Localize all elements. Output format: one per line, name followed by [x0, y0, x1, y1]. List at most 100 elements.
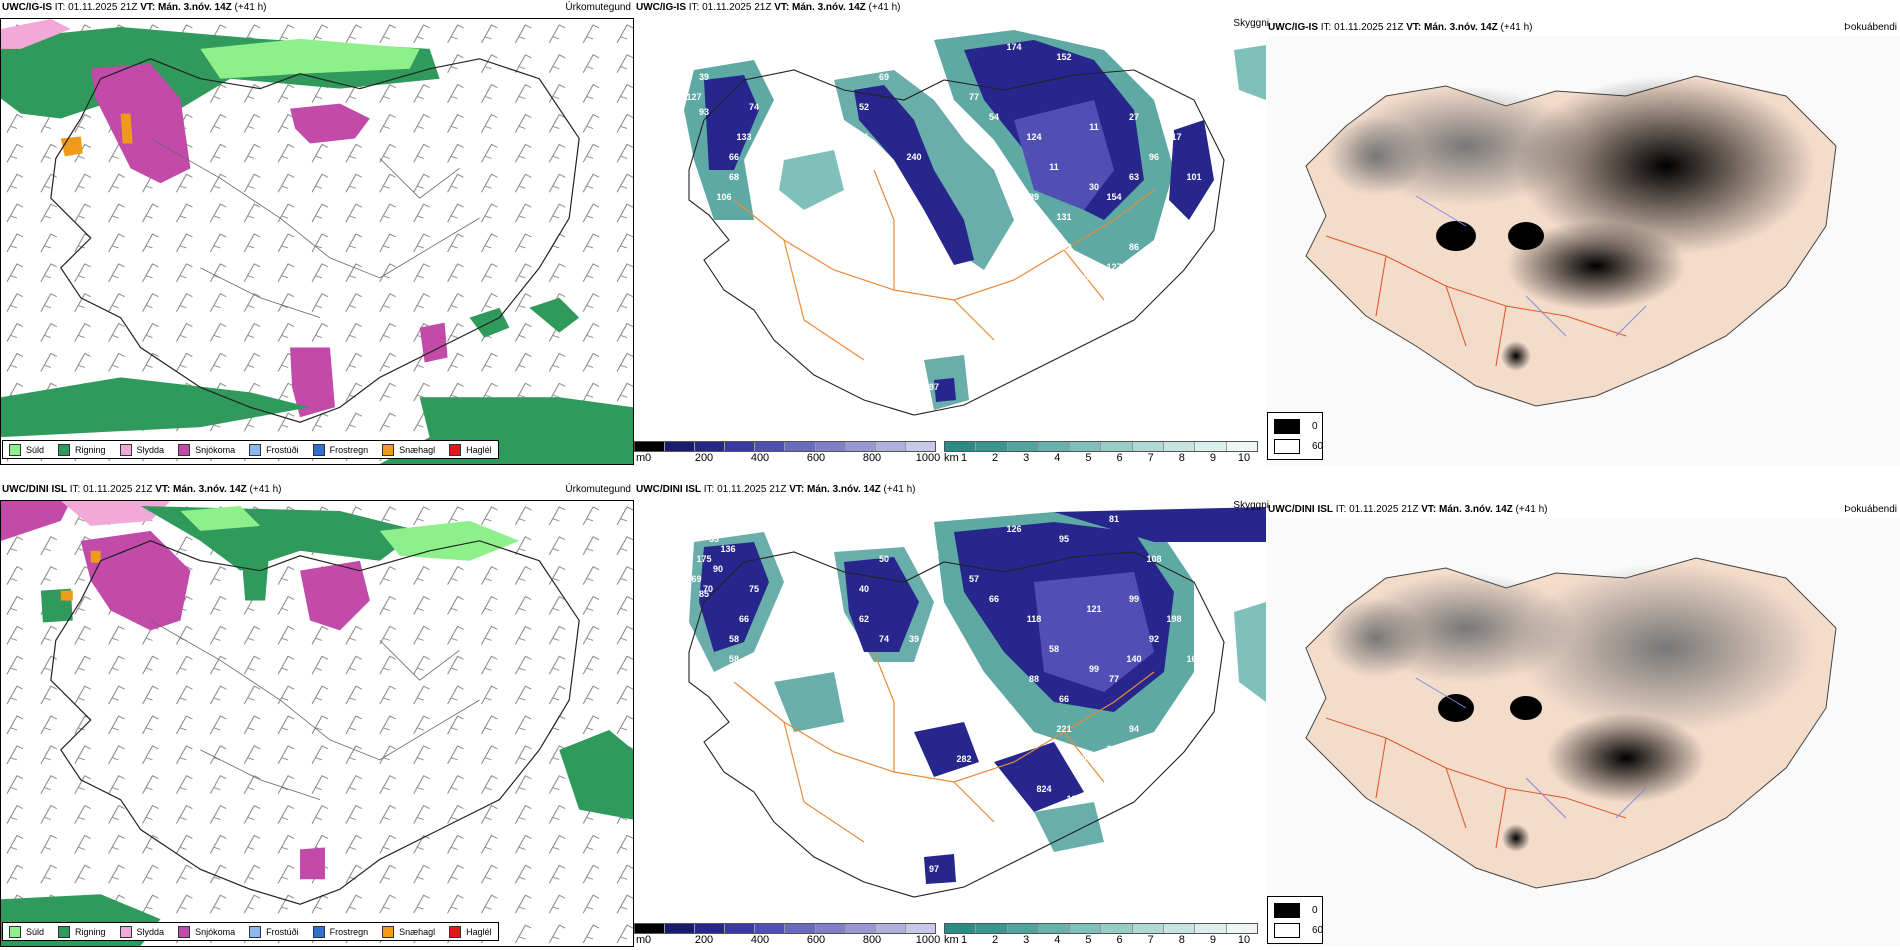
ceiling-value-label: 77	[1109, 674, 1119, 684]
km-tick-label: 4	[1054, 934, 1061, 946]
ceiling-map[interactable]: 33 39 127 93 74 133 66 68 106 55 52 81 44 52 78 240 69 66…	[634, 20, 1266, 435]
m-unit: m	[636, 452, 646, 464]
ceiling-value-label: 824	[1036, 784, 1051, 794]
m-unit: m	[636, 934, 646, 946]
ceiling-value-label: 106	[716, 192, 731, 202]
fog-panel-row2: UWC/DINI ISL IT: 01.11.2025 21Z VT: Mán.…	[1266, 482, 1900, 947]
km-tick-label: 2	[992, 934, 999, 946]
ceiling-value-label: 62	[859, 614, 869, 624]
ceiling-value-label: 108	[1146, 554, 1161, 564]
legend-item-rigning: Rigning	[58, 443, 106, 456]
ceiling-value-label: 55	[749, 222, 759, 232]
ceiling-map[interactable]: 53 175 169 85 75 66 58 58 66 58 40 62 74 40 58 39 50 54 57…	[634, 502, 1266, 917]
ceiling-value-label: 27	[1129, 112, 1139, 122]
km-tick-label: 4	[1054, 452, 1061, 464]
ceiling-value-label: 78	[1069, 312, 1079, 322]
ceiling-value-label: 152	[1056, 52, 1071, 62]
ceiling-value-label: 44	[879, 152, 889, 162]
m-tick-label: 0	[644, 934, 652, 946]
ceiling-value-label: 92	[1149, 634, 1159, 644]
km-tick-label: 2	[992, 452, 999, 464]
m-ticks: 0 200 400 600 800 1000	[644, 452, 940, 464]
legend-item-suld: Súld	[9, 443, 44, 456]
ceiling-value-label: 125	[986, 774, 1001, 784]
panel-label: Þokuábendi	[1844, 22, 1897, 33]
ceiling-value-label: 11	[1089, 122, 1099, 132]
fog-map[interactable]	[1266, 36, 1900, 465]
ceiling-panel-row1: UWC/IG-IS IT: 01.11.2025 21Z VT: Mán. 3.…	[634, 0, 1269, 465]
ceiling-value-label: 33	[709, 52, 719, 62]
km-tick-label: 10	[1237, 452, 1251, 464]
fog-legend-row1: 0 60	[1267, 412, 1323, 460]
km-tick-label: 8	[1178, 934, 1185, 946]
precip-map[interactable]	[0, 500, 634, 947]
ceiling-value-label: 282	[956, 754, 971, 764]
m-tick-label: 400	[750, 934, 770, 946]
km-colorbar	[944, 923, 1258, 934]
precip-legend: Súld Rigning Slydda Snjókoma Frostúði Fr…	[2, 922, 499, 941]
ceiling-value-label: 198	[1166, 614, 1181, 624]
ceiling-value-label: 96	[1149, 152, 1159, 162]
km-unit: km	[944, 934, 959, 946]
precip-map[interactable]	[0, 18, 634, 465]
ceiling-value-label: 118	[1007, 312, 1022, 322]
legend-item-frostregn: Frostregn	[312, 443, 368, 456]
ceiling-value-label: 95	[1059, 534, 1069, 544]
ceiling-value-label: 221	[1056, 724, 1071, 734]
km-tick-label: 5	[1085, 934, 1092, 946]
ceiling-value-label: 121	[1086, 604, 1101, 614]
m-tick-label: 600	[806, 452, 826, 464]
panel-title: UWC/IG-IS IT: 01.11.2025 21Z VT: Mán. 3.…	[636, 2, 901, 13]
ceiling-value-label: 125	[986, 292, 1001, 302]
ceiling-value-label: 140	[1126, 654, 1141, 664]
m-tick-label: 800	[862, 452, 882, 464]
m-tick-label: 800	[862, 934, 882, 946]
m-colorbar	[634, 923, 936, 934]
legend-item-rigning: Rigning	[58, 925, 106, 938]
panel-title: UWC/DINI ISL IT: 01.11.2025 21Z VT: Mán.…	[2, 484, 282, 495]
legend-item-frostudi: Frostúði	[249, 925, 299, 938]
ceiling-value-label: 240	[906, 152, 921, 162]
ceiling-value-label: 63	[1129, 172, 1139, 182]
fog-legend-row2: 0 60	[1267, 896, 1323, 944]
ceiling-value-label: 97	[929, 382, 939, 392]
ceiling-value-label: 118	[1027, 614, 1042, 624]
ceiling-value-label: 66	[719, 674, 729, 684]
ceiling-value-label: 39	[909, 634, 919, 644]
ceiling-value-label: 54	[989, 112, 999, 122]
ceiling-value-label: 127	[1106, 262, 1121, 272]
km-tick-label: 6	[1116, 934, 1123, 946]
ceiling-value-label: 66	[989, 594, 999, 604]
fog-map[interactable]	[1266, 518, 1900, 947]
km-ticks: 1 2 3 4 5 6 7 8 9 10	[961, 934, 1250, 946]
ceiling-value-label: 30	[1089, 182, 1099, 192]
ceiling-value-label: 165	[1186, 654, 1201, 664]
ceiling-value-label: 66	[739, 614, 749, 624]
ceiling-value-label: 88	[1029, 674, 1039, 684]
ceiling-value-label: 99	[1129, 594, 1139, 604]
ceiling-value-label: 126	[1006, 524, 1021, 534]
panel-title: UWC/DINI ISL IT: 01.11.2025 21Z VT: Mán.…	[636, 484, 916, 495]
ceiling-value-label: 86	[1129, 242, 1139, 252]
panel-title: UWC/IG-IS IT: 01.11.2025 21Z VT: Mán. 3.…	[1268, 22, 1533, 33]
m-tick-label: 600	[806, 934, 826, 946]
ceiling-value-label: 85	[699, 589, 709, 599]
ceiling-value-label: 58	[1049, 644, 1059, 654]
legend-item-snaehagl: Snæhagl	[382, 925, 435, 938]
legend-item-snjokoma: Snjókoma	[178, 925, 235, 938]
km-tick-label: 5	[1085, 452, 1092, 464]
legend-item-slydda: Slydda	[119, 925, 164, 938]
ceiling-value-label: 52	[859, 172, 869, 182]
m-tick-label: 0	[644, 452, 652, 464]
ceiling-value-label: 93	[699, 107, 709, 117]
ceiling-value-label: 57	[969, 574, 979, 584]
ceiling-value-label: 89	[1029, 192, 1039, 202]
km-tick-label: 3	[1023, 934, 1030, 946]
ceiling-value-label: 10	[1079, 272, 1089, 282]
km-colorbar	[944, 441, 1258, 452]
ceiling-value-label: 169	[1056, 242, 1071, 252]
ceiling-value-label: 54	[929, 549, 939, 559]
ceiling-panel-row2: UWC/DINI ISL IT: 01.11.2025 21Z VT: Mán.…	[634, 482, 1269, 947]
m-colorbar	[634, 441, 936, 452]
